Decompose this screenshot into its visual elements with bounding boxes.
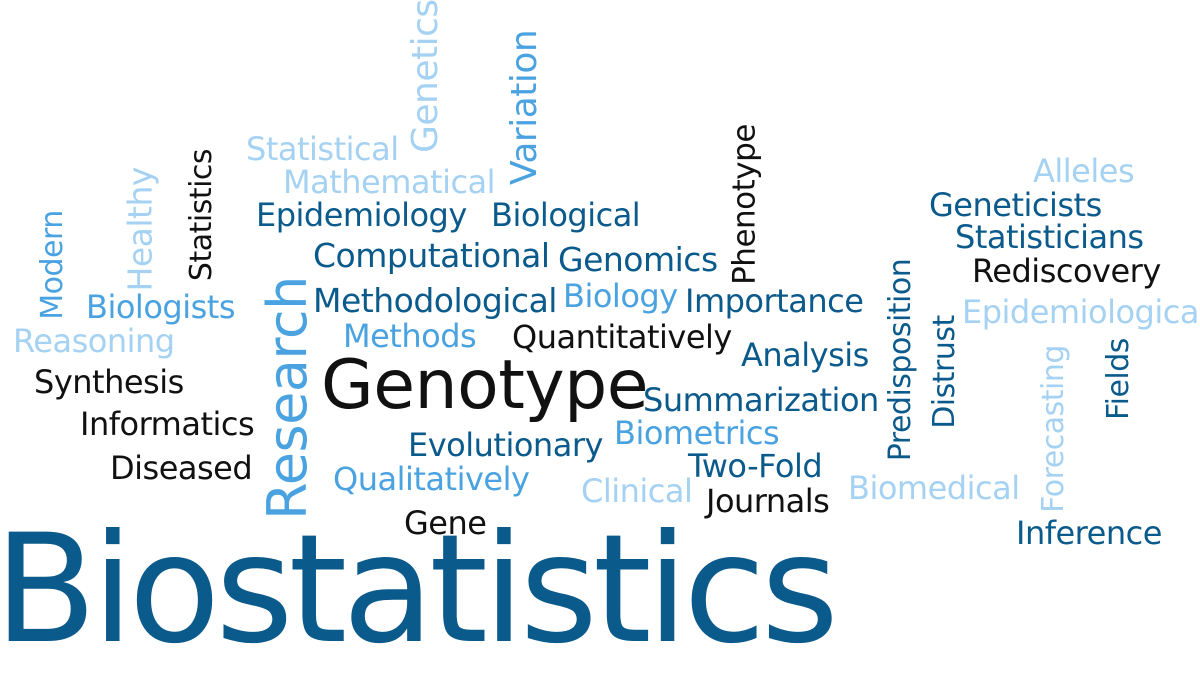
word-methodological: Methodological: [313, 281, 557, 320]
word-epidemiology: Epidemiology: [256, 196, 467, 234]
word-importance: Importance: [685, 282, 864, 320]
word-biologists: Biologists: [86, 288, 235, 326]
word-healthy: Healthy: [120, 167, 160, 292]
word-modern: Modern: [35, 210, 70, 320]
word-biological: Biological: [491, 196, 641, 234]
word-evolutionary: Evolutionary: [408, 426, 603, 464]
word-mathematical: Mathematical: [283, 163, 496, 201]
word-qualitatively: Qualitatively: [333, 460, 530, 498]
word-biomedical: Biomedical: [848, 469, 1020, 507]
word-biology: Biology: [563, 277, 678, 315]
word-rediscovery: Rediscovery: [972, 252, 1161, 290]
word-methods: Methods: [343, 317, 477, 355]
word-predisposition: Predisposition: [883, 258, 918, 462]
word-alleles: Alleles: [1033, 152, 1135, 190]
main-word-biostatistics: Biostatistics: [0, 503, 839, 677]
word-phenotype: Phenotype: [726, 124, 763, 285]
word-genotype: Genotype: [321, 346, 649, 425]
word-computational: Computational: [313, 236, 550, 275]
word-inference: Inference: [1016, 514, 1162, 552]
word-diseased: Diseased: [110, 449, 253, 487]
word-geneticists: Geneticists: [929, 186, 1102, 224]
word-summarization: Summarization: [643, 381, 879, 419]
word-reasoning: Reasoning: [13, 322, 175, 360]
word-analysis: Analysis: [741, 336, 869, 374]
word-two-fold: Two-Fold: [688, 447, 823, 485]
word-genomics: Genomics: [558, 240, 718, 279]
word-statistical: Statistical: [246, 130, 399, 168]
word-statisticians: Statisticians: [955, 218, 1144, 256]
word-informatics: Informatics: [80, 405, 255, 443]
word-clinical: Clinical: [581, 472, 693, 510]
word-statistics: Statistics: [184, 148, 219, 282]
word-variation: Variation: [504, 29, 545, 185]
word-distrust: Distrust: [927, 315, 962, 429]
word-gene: Gene: [404, 504, 487, 542]
word-quantitatively: Quantitatively: [512, 318, 732, 356]
word-genetics: Genetics: [405, 0, 446, 153]
word-journals: Journals: [706, 482, 830, 520]
word-forecasting: Forecasting: [1036, 345, 1071, 513]
word-biometrics: Biometrics: [614, 414, 780, 452]
word-epidemiological: Epidemiological: [962, 293, 1200, 331]
word-synthesis: Synthesis: [34, 363, 184, 401]
word-fields: Fields: [1101, 338, 1136, 420]
